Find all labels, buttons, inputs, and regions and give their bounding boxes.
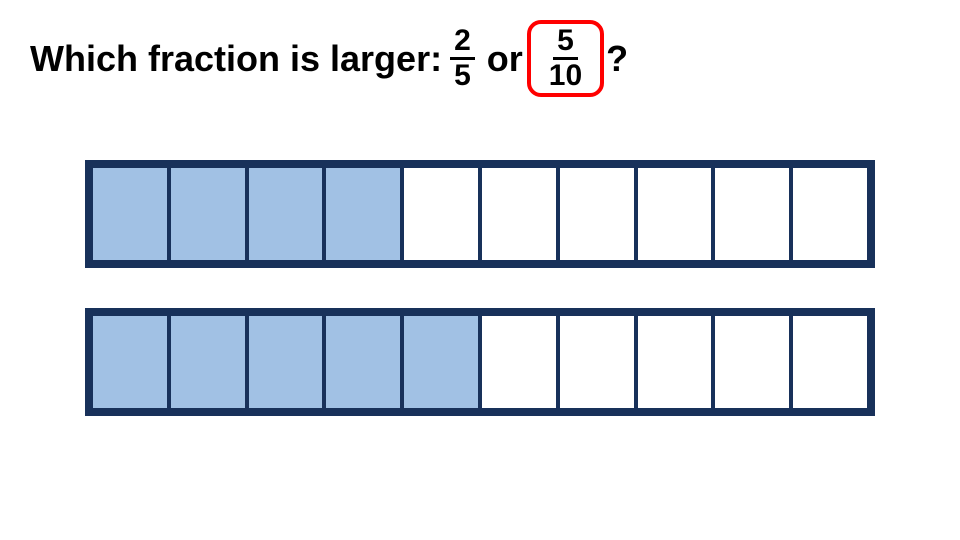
fraction-b-numerator: 5 — [553, 26, 578, 60]
bar-cell — [93, 316, 171, 408]
bar-cell — [793, 316, 867, 408]
fraction-b-denominator: 10 — [545, 60, 586, 91]
bar-cell — [326, 168, 404, 260]
bar-cell — [793, 168, 867, 260]
bar-cell — [638, 168, 716, 260]
question-header: Which fraction is larger: 2 5 or 5 10 ? — [30, 20, 628, 97]
bar-cell — [171, 316, 249, 408]
fraction-b: 5 10 — [545, 26, 586, 91]
or-separator: or — [487, 38, 523, 80]
bar-one — [85, 160, 875, 268]
bar-cell — [715, 316, 793, 408]
bar-cell — [404, 316, 482, 408]
question-mark: ? — [606, 38, 628, 80]
fraction-a-denominator: 5 — [450, 60, 475, 91]
bar-cell — [482, 316, 560, 408]
bar-cell — [249, 316, 327, 408]
fraction-a: 2 5 — [450, 26, 475, 91]
bar-cell — [560, 168, 638, 260]
bar-cell — [326, 316, 404, 408]
bar-cell — [638, 316, 716, 408]
bar-cell — [715, 168, 793, 260]
fraction-bars — [85, 160, 875, 456]
bar-two — [85, 308, 875, 416]
answer-highlight: 5 10 — [527, 20, 604, 97]
bar-cell — [171, 168, 249, 260]
bar-cell — [482, 168, 560, 260]
bar-cell — [93, 168, 171, 260]
question-prefix: Which fraction is larger: — [30, 38, 442, 80]
bar-cell — [404, 168, 482, 260]
bar-cell — [249, 168, 327, 260]
bar-cell — [560, 316, 638, 408]
fraction-a-numerator: 2 — [450, 26, 475, 60]
